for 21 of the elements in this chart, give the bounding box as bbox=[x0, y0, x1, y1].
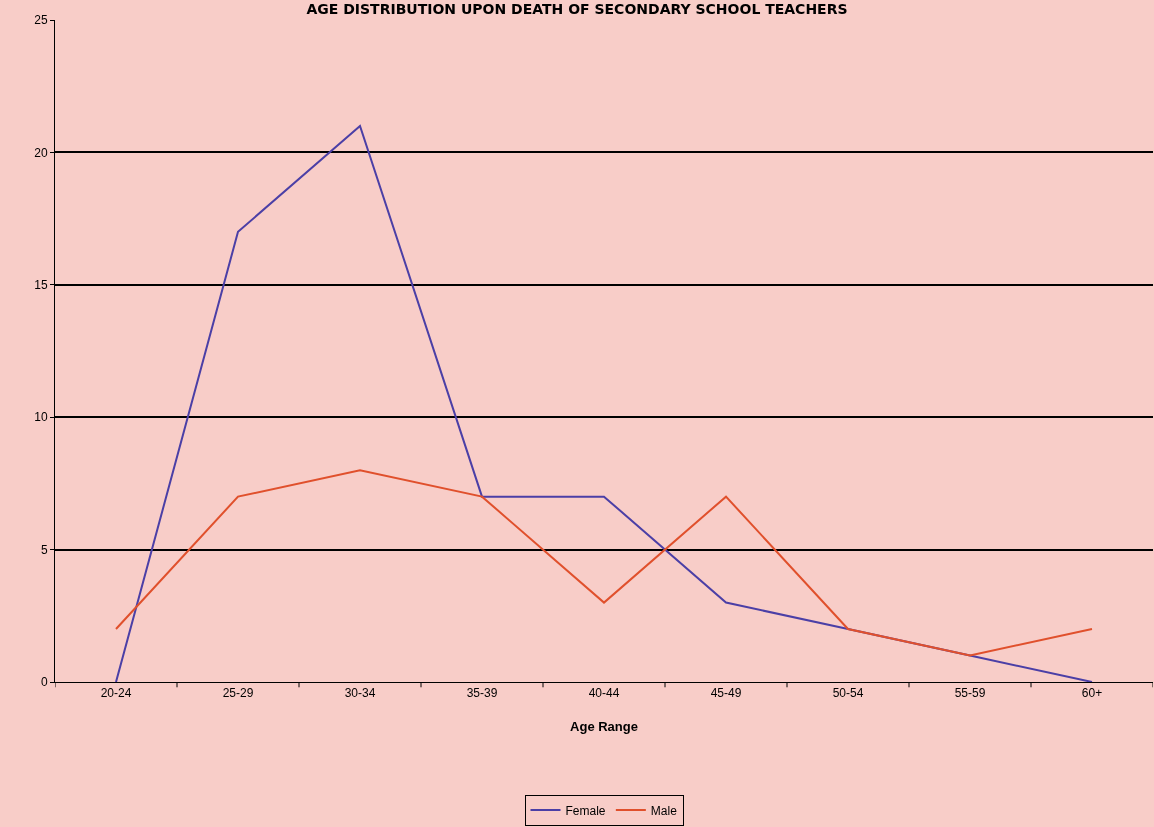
x-tick-label: 50-54 bbox=[832, 686, 864, 701]
x-tick-label: 30-34 bbox=[344, 686, 376, 701]
x-tick-label: 40-44 bbox=[588, 686, 620, 701]
x-tick-label: 35-39 bbox=[466, 686, 498, 701]
x-axis-title: Age Range bbox=[570, 719, 638, 734]
y-tick-label: 5 bbox=[40, 542, 48, 557]
legend-label: Female bbox=[565, 803, 606, 818]
legend-label: Male bbox=[650, 803, 678, 818]
y-tick-label: 20 bbox=[34, 145, 48, 160]
x-tick-label: 55-59 bbox=[954, 686, 986, 701]
y-tick-label: 15 bbox=[34, 278, 48, 292]
line-series bbox=[115, 469, 1093, 657]
x-tick-label: 45-49 bbox=[710, 686, 742, 701]
x-tick-label: 60+ bbox=[1081, 686, 1103, 701]
y-tick-label: 0 bbox=[40, 675, 48, 690]
line-series bbox=[115, 124, 1093, 682]
y-tick-label: 25 bbox=[34, 13, 48, 28]
x-tick-label: 25-29 bbox=[222, 686, 254, 701]
x-tick-label: 20-24 bbox=[100, 686, 132, 701]
chart-title: AGE DISTRIBUTION UPON DEATH OF SECONDARY SCHOOL TEACHERS bbox=[306, 0, 848, 17]
y-tick-label: 10 bbox=[34, 410, 48, 425]
